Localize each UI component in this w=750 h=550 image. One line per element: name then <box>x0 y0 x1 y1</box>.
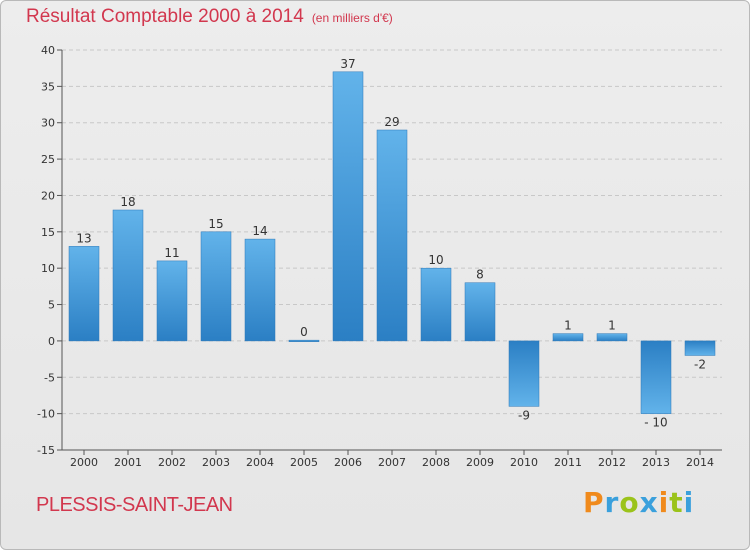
x-tick-label: 2002 <box>158 456 186 469</box>
data-label: 18 <box>120 195 135 209</box>
bar <box>376 129 408 342</box>
bar <box>68 246 100 342</box>
data-label: 15 <box>208 217 223 231</box>
commune-name: PLESSIS-SAINT-JEAN <box>36 494 233 516</box>
logo-letter: r <box>604 486 620 519</box>
data-label: 0 <box>300 325 308 339</box>
y-tick-label: 15 <box>41 226 55 239</box>
x-tick-label: 2000 <box>70 456 98 469</box>
y-tick-label: -15 <box>37 444 55 457</box>
logo-letter: i <box>658 486 670 519</box>
bar <box>420 267 452 342</box>
x-tick-label: 2008 <box>422 456 450 469</box>
data-label: 11 <box>164 246 179 260</box>
data-label: 13 <box>76 231 91 245</box>
logo-letter: x <box>639 486 659 519</box>
bar <box>200 231 232 342</box>
y-tick-label: 35 <box>41 80 55 93</box>
bar <box>684 340 716 356</box>
x-tick-label: 2013 <box>642 456 670 469</box>
x-tick-label: 2014 <box>686 456 714 469</box>
bar <box>640 340 672 414</box>
x-tick-label: 2011 <box>554 456 582 469</box>
chart-title: Résultat Comptable 2000 à 2014 (en millie… <box>26 6 393 28</box>
x-tick-label: 2003 <box>202 456 230 469</box>
y-tick-label: 30 <box>41 117 55 130</box>
y-tick-label: -10 <box>37 408 55 421</box>
y-tick-label: 10 <box>41 262 55 275</box>
y-tick-label: -5 <box>44 371 55 384</box>
bar <box>156 260 188 342</box>
data-label: 10 <box>428 253 443 267</box>
data-label: 37 <box>340 57 355 71</box>
data-label: - 10 <box>644 416 667 430</box>
x-tick-label: 2006 <box>334 456 362 469</box>
bar <box>464 282 496 342</box>
data-label: 1 <box>564 319 572 333</box>
bar <box>552 333 584 342</box>
x-tick-label: 2001 <box>114 456 142 469</box>
data-label: -9 <box>518 408 530 422</box>
y-tick-label: 20 <box>41 189 55 202</box>
logo-letter: o <box>619 486 640 519</box>
y-tick-label: 0 <box>48 335 55 348</box>
x-tick-label: 2007 <box>378 456 406 469</box>
data-label: 8 <box>476 268 484 282</box>
bar-layer <box>68 71 716 414</box>
logo-letter: t <box>669 486 684 519</box>
bar <box>112 209 144 342</box>
x-tick-label: 2012 <box>598 456 626 469</box>
chart-subtitle: (en milliers d'€) <box>311 11 393 25</box>
bar <box>244 238 276 342</box>
y-tick-label: 40 <box>41 44 55 57</box>
proxiti-logo: Proxiti <box>583 486 694 519</box>
chart-title-text: Résultat Comptable 2000 à 2014 <box>26 6 304 27</box>
bar <box>508 340 540 407</box>
data-label: -2 <box>694 357 706 371</box>
bar <box>288 339 320 342</box>
x-tick-label: 2004 <box>246 456 274 469</box>
data-label: 29 <box>384 115 399 129</box>
x-tick-label: 2010 <box>510 456 538 469</box>
y-tick-label: 5 <box>48 299 55 312</box>
data-label: 1 <box>608 319 616 333</box>
bar <box>332 71 364 342</box>
x-tick-label: 2009 <box>466 456 494 469</box>
logo-letter: P <box>583 486 605 519</box>
y-tick-label: 25 <box>41 153 55 166</box>
logo-letter: i <box>683 486 695 519</box>
bar <box>596 333 628 342</box>
x-tick-label: 2005 <box>290 456 318 469</box>
data-label: 14 <box>252 224 267 238</box>
